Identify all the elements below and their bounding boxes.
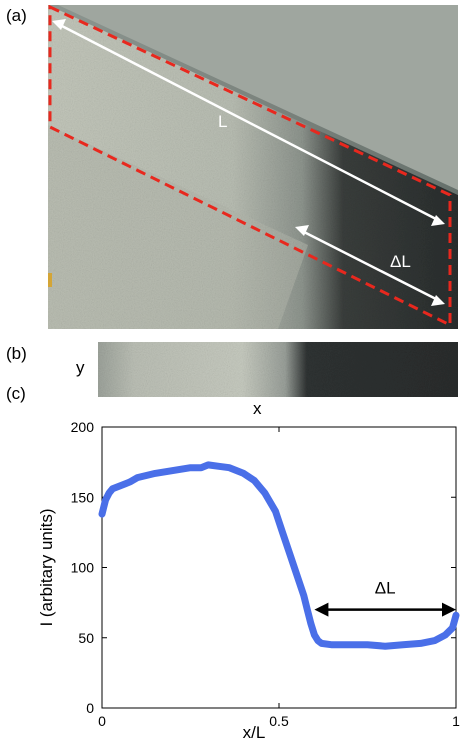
y-tick-label: 50 (78, 630, 94, 646)
panel-a-photo: L ΔL (48, 5, 458, 329)
x-tick-label: 0 (98, 713, 106, 729)
x-tick-label: 1 (452, 713, 460, 729)
panel-a-label: (a) (6, 6, 27, 25)
strip-x-label: x (253, 399, 262, 418)
y-tick-label: 100 (71, 560, 95, 576)
panel-b-label: (b) (6, 344, 27, 363)
y-tick-label: 150 (71, 489, 95, 505)
plot-frame (101, 426, 457, 709)
upper-region (58, 5, 458, 190)
delta-length-label: ΔL (390, 252, 411, 271)
delta-length-arrow (295, 225, 445, 306)
length-label: L (218, 112, 227, 131)
y-tick-label: 0 (86, 700, 94, 716)
strip-y-label: y (76, 358, 85, 377)
lower-band (48, 125, 308, 329)
panel-b-strip (98, 342, 458, 397)
measurement-boundary (48, 5, 452, 328)
x-tick-label: 0.5 (269, 713, 289, 729)
panel-c-label: (c) (6, 384, 26, 403)
delta-arrow-head-right (442, 602, 456, 617)
edge-mark (48, 273, 52, 287)
y-tick-label: 200 (71, 419, 95, 435)
intensity-chart: 0 50 100 150 200 0 0.5 1 x/L I (arbitary units) ΔL (37, 419, 460, 742)
length-arrow (52, 19, 445, 226)
delta-arrow-head-left (314, 602, 329, 617)
intensity-curve (98, 461, 460, 650)
x-axis-label: x/L (243, 723, 266, 742)
y-axis-label: I (arbitary units) (37, 508, 56, 626)
delta-annotation-label: ΔL (375, 579, 396, 598)
